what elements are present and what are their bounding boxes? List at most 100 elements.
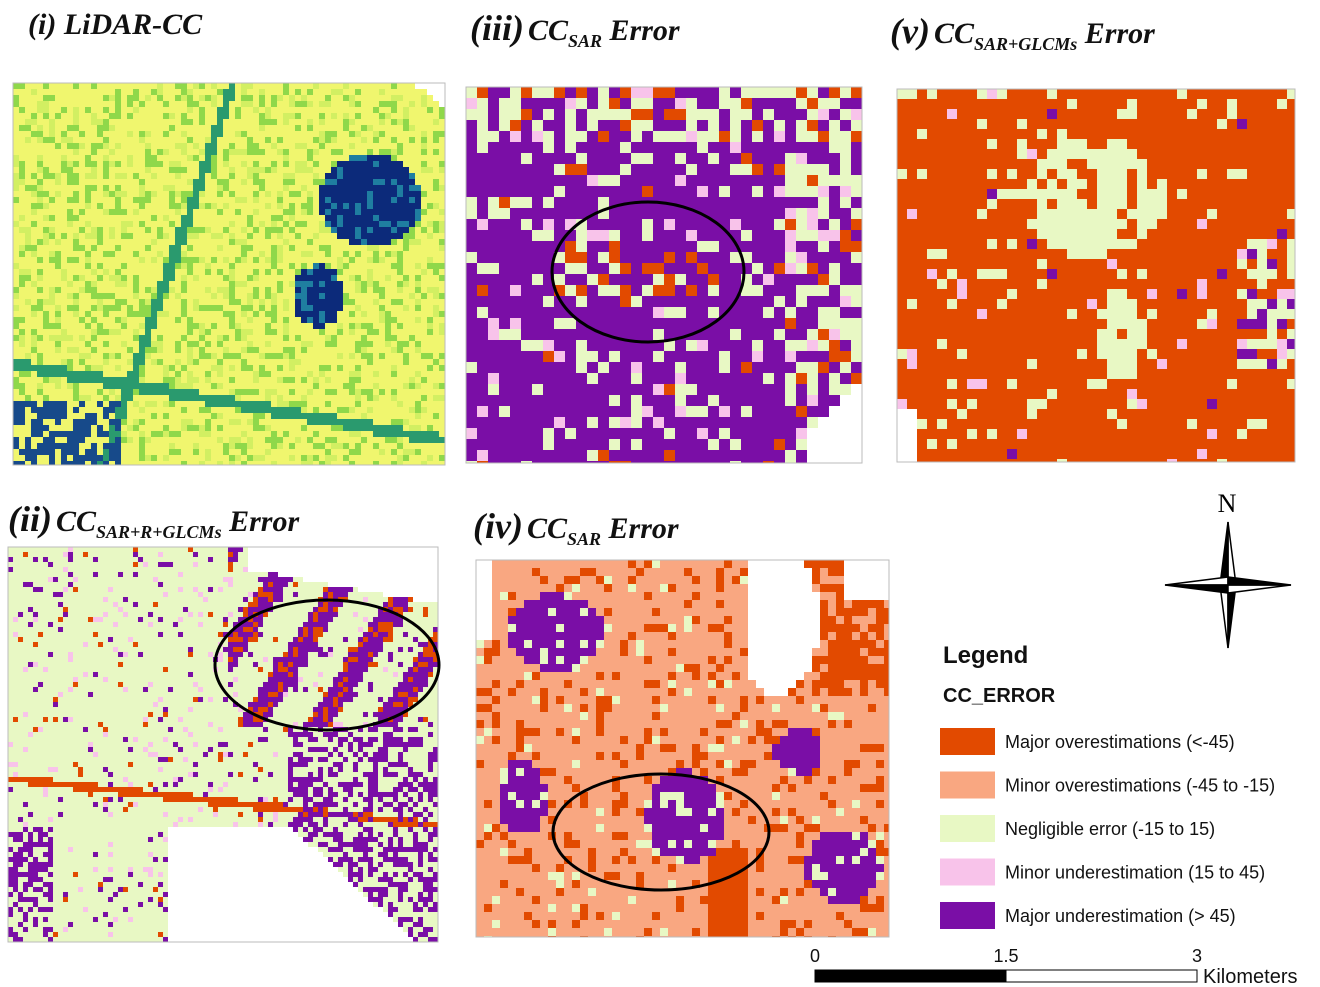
map-pixel [217, 101, 224, 108]
map-pixel [127, 395, 134, 402]
map-pixel [307, 347, 314, 354]
map-pixel [67, 263, 74, 270]
map-pixel [295, 245, 302, 252]
map-pixel [403, 257, 410, 264]
map-pixel [223, 125, 230, 132]
map-pixel [205, 389, 212, 396]
map-pixel [391, 425, 398, 432]
map-pixel [763, 120, 775, 132]
map-pixel [67, 197, 74, 204]
map-pixel [421, 371, 428, 378]
map-pixel [211, 203, 218, 210]
map-pixel [97, 221, 104, 228]
map-pixel [43, 353, 50, 360]
map-pixel [367, 167, 374, 174]
map-pixel [331, 317, 338, 324]
map-pixel [37, 281, 44, 288]
map-pixel [477, 142, 489, 154]
map-pixel [271, 215, 278, 222]
map-pixel [409, 425, 416, 432]
map-pixel [229, 269, 236, 276]
map-pixel [277, 383, 284, 390]
map-pixel [373, 353, 380, 360]
map-pixel [37, 239, 44, 246]
map-pixel [307, 341, 314, 348]
map-pixel [205, 107, 212, 114]
map-pixel [175, 257, 182, 264]
map-pixel [349, 269, 356, 276]
map-pixel [295, 131, 302, 138]
map-pixel [521, 186, 533, 198]
map-pixel [367, 455, 374, 462]
map-pixel [379, 317, 386, 324]
map-pixel [331, 275, 338, 282]
map-pixel [211, 455, 218, 462]
map-pixel [97, 197, 104, 204]
map-pixel [181, 437, 188, 444]
map-pixel [43, 239, 50, 246]
map-pixel [193, 317, 200, 324]
map-pixel [115, 137, 122, 144]
map-pixel [223, 131, 230, 138]
map-pixel [259, 263, 266, 270]
map-pixel [73, 377, 80, 384]
map-pixel [379, 197, 386, 204]
map-pixel [510, 175, 522, 187]
map-pixel [313, 431, 320, 438]
map-pixel [103, 107, 110, 114]
map-pixel [49, 335, 56, 342]
map-pixel [421, 131, 428, 138]
map-pixel [409, 389, 416, 396]
map-pixel [13, 311, 20, 318]
map-pixel [211, 377, 218, 384]
map-pixel [49, 293, 56, 300]
map-pixel [385, 137, 392, 144]
map-pixel [247, 311, 254, 318]
map-pixel [103, 359, 110, 366]
map-pixel [169, 461, 176, 468]
map-pixel [187, 245, 194, 252]
map-pixel [115, 185, 122, 192]
map-pixel [115, 305, 122, 312]
map-pixel [319, 419, 326, 426]
map-pixel [409, 137, 416, 144]
map-pixel [307, 287, 314, 294]
map-pixel [367, 203, 374, 210]
map-pixel [199, 449, 206, 456]
map-pixel [259, 281, 266, 288]
map-pixel [331, 119, 338, 126]
map-pixel [543, 98, 555, 110]
map-pixel [415, 101, 422, 108]
map-pixel [295, 329, 302, 336]
map-pixel [175, 263, 182, 270]
map-pixel [343, 335, 350, 342]
map-pixel [271, 245, 278, 252]
map-pixel [361, 449, 368, 456]
map-pixel [361, 233, 368, 240]
map-pixel [319, 251, 326, 258]
map-pixel [229, 275, 236, 282]
map-pixel [253, 173, 260, 180]
map-pixel [295, 113, 302, 120]
map-pixel [265, 311, 272, 318]
map-pixel [301, 299, 308, 306]
map-pixel [355, 401, 362, 408]
map-pixel [133, 161, 140, 168]
map-pixel [433, 455, 440, 462]
map-pixel [67, 167, 74, 174]
map-pixel [415, 317, 422, 324]
map-pixel [31, 443, 38, 450]
map-pixel [217, 437, 224, 444]
map-pixel [37, 401, 44, 408]
map-pixel [325, 311, 332, 318]
map-pixel [175, 203, 182, 210]
map-pixel [91, 371, 98, 378]
map-pixel [217, 179, 224, 186]
map-pixel [319, 95, 326, 102]
map-pixel [217, 341, 224, 348]
map-pixel [319, 293, 326, 300]
map-pixel [337, 437, 344, 444]
map-pixel [187, 299, 194, 306]
map-pixel [319, 359, 326, 366]
map-pixel [139, 197, 146, 204]
